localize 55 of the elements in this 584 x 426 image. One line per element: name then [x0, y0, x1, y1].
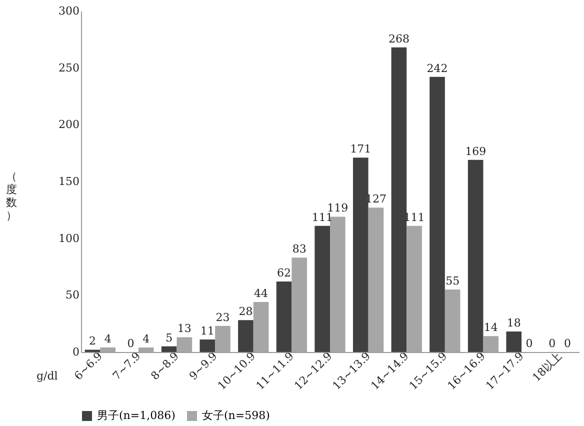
bar [391, 47, 407, 352]
y-tick-label: 100 [58, 232, 80, 245]
data-label: 11 [200, 324, 214, 338]
bar [161, 346, 177, 352]
data-label: 2 [88, 334, 96, 348]
bar [483, 336, 499, 352]
y-tick-label: 200 [58, 118, 80, 132]
y-tick-label: 300 [58, 4, 80, 18]
legend-label: 男子(n=1,086) [97, 409, 176, 422]
bar [215, 326, 230, 352]
bar [138, 347, 154, 352]
data-label: 0 [127, 337, 134, 350]
bar [200, 339, 216, 352]
y-tick-label: 150 [58, 175, 80, 188]
bar [176, 337, 192, 352]
y-axis-title: （度数） [6, 170, 18, 222]
bar [253, 302, 269, 352]
bar [276, 282, 292, 352]
bar [444, 289, 460, 352]
data-label: 55 [446, 274, 460, 288]
bar [292, 258, 308, 352]
data-label: 62 [277, 266, 292, 280]
data-label: 0 [526, 337, 533, 350]
data-label: 83 [292, 242, 306, 256]
bar [314, 226, 330, 352]
data-label: 14 [484, 321, 498, 334]
data-label: 23 [216, 310, 230, 324]
data-label: 4 [104, 332, 112, 346]
data-label: 111 [312, 210, 333, 224]
bar [406, 226, 422, 352]
bar [100, 347, 116, 352]
data-label: 0 [548, 337, 556, 350]
bar [238, 320, 254, 352]
bar [352, 158, 368, 352]
bar [368, 208, 384, 352]
bar [430, 76, 445, 352]
data-label: 13 [177, 322, 192, 336]
legend-label: 女子(n=598) [202, 409, 270, 422]
data-label: 5 [166, 331, 173, 344]
data-label: 242 [426, 62, 448, 75]
bar [468, 160, 484, 352]
y-tick-label: 250 [58, 61, 80, 74]
y-tick-label: 50 [66, 288, 80, 302]
data-label: 44 [254, 286, 268, 300]
x-tick-label: 18以上 [530, 350, 565, 384]
bar [330, 216, 346, 352]
data-label: 171 [350, 142, 372, 156]
x-axis-title: g/dl [36, 370, 58, 382]
data-label: 28 [238, 305, 253, 318]
bar [506, 332, 522, 352]
data-label: 4 [142, 332, 150, 346]
data-label: 268 [388, 32, 410, 46]
data-label: 18 [506, 316, 521, 330]
data-label: 0 [564, 337, 572, 350]
data-label: 169 [465, 144, 486, 158]
